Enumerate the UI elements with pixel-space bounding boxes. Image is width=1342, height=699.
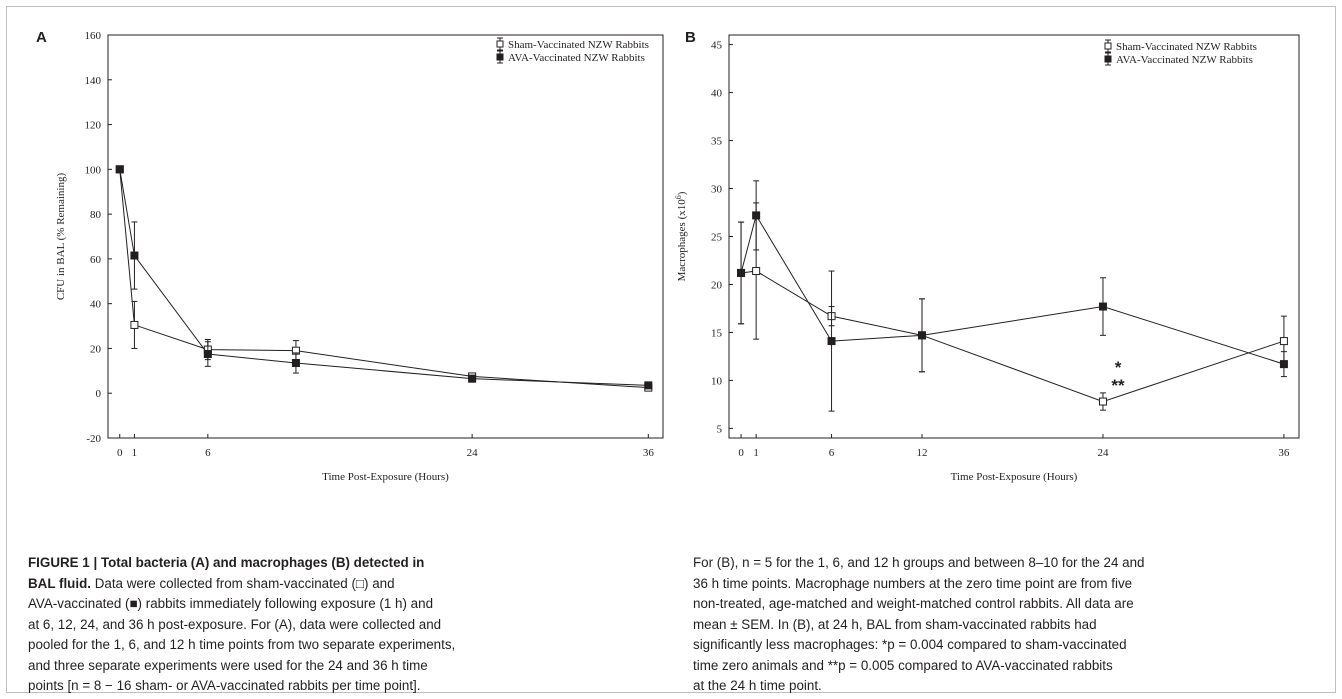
data-point-filled bbox=[468, 374, 477, 383]
y-tick-label: 80 bbox=[90, 209, 102, 221]
y-tick-label: 35 bbox=[711, 136, 723, 148]
x-tick-label: 36 bbox=[643, 447, 655, 459]
caption-line: significantly less macrophages: *p = 0.0… bbox=[693, 637, 1127, 652]
caption-line: For (B), n = 5 for the 1, 6, and 12 h gr… bbox=[693, 555, 1145, 570]
data-point-filled bbox=[115, 165, 124, 174]
data-point-open bbox=[752, 267, 761, 276]
x-tick-label: 1 bbox=[132, 447, 138, 459]
y-tick-label: 20 bbox=[90, 343, 102, 355]
y-axis-label-close: ) bbox=[676, 191, 688, 195]
y-tick-label: 20 bbox=[711, 279, 723, 291]
legend-marker-filled bbox=[496, 53, 504, 61]
series-sham bbox=[737, 202, 1288, 411]
caption-title-end: BAL fluid. bbox=[28, 575, 91, 591]
y-tick-label: 100 bbox=[85, 164, 102, 176]
series-ava bbox=[737, 180, 1288, 412]
y-tick-label: 160 bbox=[85, 30, 102, 42]
caption-right: For (B), n = 5 for the 1, 6, and 12 h gr… bbox=[693, 553, 1323, 697]
x-tick-label: 6 bbox=[829, 447, 835, 459]
legend: Sham-Vaccinated NZW RabbitsAVA-Vaccinate… bbox=[1104, 39, 1257, 66]
caption-title: FIGURE 1 | Total bacteria (A) and macrop… bbox=[28, 555, 425, 570]
caption-line: and three separate experiments were used… bbox=[28, 657, 428, 673]
panel-label: B bbox=[685, 29, 696, 46]
caption-line: pooled for the 1, 6, and 12 h time point… bbox=[28, 637, 456, 652]
significance-annotation: * bbox=[1115, 358, 1122, 377]
x-tick-label: 12 bbox=[917, 447, 928, 459]
data-point-filled bbox=[1098, 302, 1107, 311]
x-tick-label: 24 bbox=[467, 447, 479, 459]
caption-line: 36 h time points. Macrophage numbers at … bbox=[693, 575, 1133, 591]
y-tick-label: 0 bbox=[96, 388, 102, 400]
series-line bbox=[119, 169, 649, 386]
data-point-open bbox=[1098, 397, 1107, 406]
y-tick-label: 140 bbox=[85, 75, 102, 87]
legend-marker-open bbox=[1104, 42, 1112, 50]
data-point-filled bbox=[644, 381, 653, 390]
caption-line: FIGURE 1 | Total bacteria (A) and macrop… bbox=[28, 553, 658, 574]
caption-line: at the 24 h time point. bbox=[693, 678, 822, 693]
caption-left: FIGURE 1 | Total bacteria (A) and macrop… bbox=[28, 553, 658, 697]
data-point-filled bbox=[827, 337, 836, 346]
plot-frame bbox=[728, 34, 1300, 439]
series-ava bbox=[115, 165, 653, 390]
data-point-filled bbox=[737, 268, 746, 277]
y-axis-label-superscript: 6 bbox=[674, 195, 683, 199]
x-axis-label: Time Post-Exposure (Hours) bbox=[951, 471, 1078, 483]
legend-marker-open bbox=[496, 40, 504, 48]
caption-line: at 6, 12, 24, and 36 h post-exposure. Fo… bbox=[28, 616, 442, 632]
x-tick-label: 0 bbox=[117, 447, 123, 459]
x-axis-label: Time Post-Exposure (Hours) bbox=[322, 471, 449, 483]
caption-line: mean ± SEM. In (B), at 24 h, BAL from sh… bbox=[693, 616, 1097, 632]
legend-label: AVA-Vaccinated NZW Rabbits bbox=[508, 52, 645, 64]
y-axis-label: Macrophages (x106) bbox=[674, 191, 688, 281]
legend-label: Sham-Vaccinated NZW Rabbits bbox=[1116, 41, 1257, 53]
y-tick-label: 45 bbox=[711, 40, 723, 52]
series-sham bbox=[115, 165, 653, 392]
figure-frame bbox=[6, 6, 1336, 693]
caption-line: points [n = 8 − 16 sham- or AVA-vaccinat… bbox=[28, 678, 421, 693]
caption-line: time zero animals and **p = 0.005 compar… bbox=[693, 657, 1113, 673]
legend: Sham-Vaccinated NZW RabbitsAVA-Vaccinate… bbox=[496, 37, 649, 64]
data-point-open bbox=[1279, 337, 1288, 346]
caption-line: BAL fluid. Data were collected from sham… bbox=[28, 574, 658, 595]
caption-line: AVA-vaccinated (■) rabbits immediately f… bbox=[28, 596, 434, 611]
y-tick-label: 30 bbox=[711, 184, 723, 196]
caption-line: non-treated, age-matched and weight-matc… bbox=[693, 596, 1134, 611]
series-line bbox=[741, 270, 1285, 403]
data-point-filled bbox=[752, 211, 761, 220]
x-tick-label: 36 bbox=[1278, 447, 1290, 459]
data-point-open bbox=[130, 320, 139, 329]
legend-label: AVA-Vaccinated NZW Rabbits bbox=[1116, 54, 1253, 66]
panel-label: A bbox=[36, 29, 47, 46]
x-tick-label: 24 bbox=[1097, 447, 1109, 459]
plot-frame bbox=[107, 34, 664, 439]
y-tick-label: 15 bbox=[711, 327, 723, 339]
caption-text: Data were collected from sham-vaccinated… bbox=[90, 575, 395, 591]
data-point-filled bbox=[130, 251, 139, 260]
y-tick-label: 40 bbox=[711, 88, 723, 100]
data-point-filled bbox=[1279, 360, 1288, 369]
series-line bbox=[119, 169, 649, 389]
y-tick-label: 120 bbox=[85, 120, 102, 132]
y-tick-label: -20 bbox=[86, 433, 101, 445]
legend-label: Sham-Vaccinated NZW Rabbits bbox=[508, 39, 649, 51]
chart-panel-b: B 5 10 15 20 25 30 35 40 45 0 1 6 12 24 36 Time Post-Exp… bbox=[674, 29, 1300, 483]
y-tick-label: 5 bbox=[717, 423, 723, 435]
y-axis-label: CFU in BAL (% Remaining) bbox=[55, 173, 67, 301]
x-tick-label: 0 bbox=[738, 447, 744, 459]
significance-annotation: ** bbox=[1111, 376, 1125, 395]
data-point-filled bbox=[291, 358, 300, 367]
y-tick-label: 25 bbox=[711, 232, 723, 244]
x-tick-label: 1 bbox=[753, 447, 759, 459]
legend-marker-filled bbox=[1104, 55, 1112, 63]
series-line bbox=[740, 214, 1285, 365]
y-tick-label: 40 bbox=[90, 299, 102, 311]
y-tick-label: 60 bbox=[90, 254, 102, 266]
data-point-filled bbox=[203, 350, 212, 359]
data-point-filled bbox=[918, 331, 927, 340]
x-tick-label: 6 bbox=[205, 447, 211, 459]
y-tick-label: 10 bbox=[711, 375, 723, 387]
